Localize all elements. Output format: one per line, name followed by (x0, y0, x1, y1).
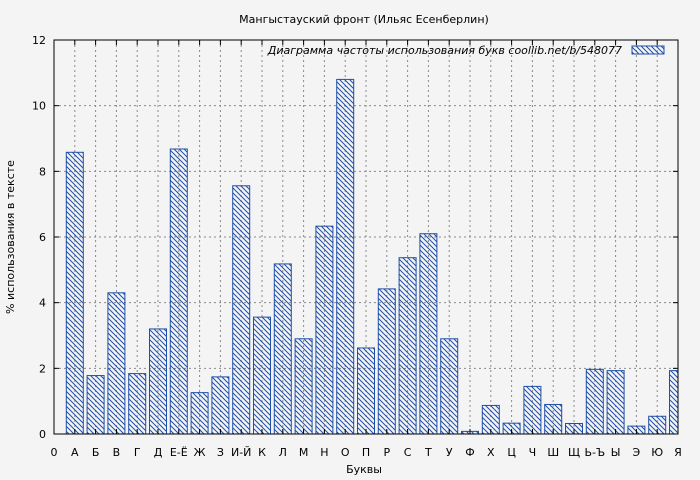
x-tick-label: Ж (194, 446, 206, 459)
x-tick-label: Л (279, 446, 287, 459)
bar (315, 225, 334, 435)
y-tick-label: 8 (39, 165, 46, 178)
x-tick-label: П (362, 446, 370, 459)
x-tick-label: Х (487, 446, 495, 459)
bar (377, 288, 396, 435)
legend: Диаграмма частоты использования букв coo… (267, 44, 665, 57)
y-tick-label: 12 (32, 34, 46, 47)
bar (440, 338, 459, 435)
bar (190, 392, 209, 435)
y-tick-label: 2 (39, 362, 46, 375)
bar (128, 373, 147, 435)
bar (419, 233, 438, 435)
bar (606, 370, 625, 435)
x-tick-label: З (217, 446, 224, 459)
bar (585, 368, 604, 435)
x-tick-label: А (71, 446, 79, 459)
x-tick-label: В (113, 446, 121, 459)
x-tick-label: Б (92, 446, 100, 459)
bar (357, 347, 375, 435)
bar (211, 376, 230, 435)
x-tick-label: И-Й (231, 446, 251, 459)
x-tick-label: Ф (465, 446, 474, 459)
bar (336, 78, 355, 435)
bar (149, 328, 167, 435)
x-axis-label: Буквы (346, 463, 382, 476)
y-tick-label: 0 (39, 428, 46, 441)
x-tick-label: 0 (51, 446, 58, 459)
x-tick-label: К (258, 446, 266, 459)
bar (294, 338, 313, 435)
x-tick-label: Г (134, 446, 141, 459)
x-tick-label: Ю (651, 446, 663, 459)
x-tick-label: Ч (529, 446, 537, 459)
bars (65, 78, 679, 435)
x-tick-label: Щ (568, 446, 580, 459)
bar (86, 375, 105, 435)
x-tick-label: Ы (611, 446, 621, 459)
bar (169, 148, 188, 435)
x-tick-label: Е-Ё (170, 446, 188, 459)
bar (253, 316, 271, 435)
x-tick-label: Р (383, 446, 390, 459)
x-tick-label: М (299, 446, 309, 459)
legend-label: Диаграмма частоты использования букв coo… (267, 44, 622, 57)
x-tick-label: С (404, 446, 412, 459)
x-tick-label: У (446, 446, 453, 459)
y-axis: 0 2 4 6 8 10 12 (32, 34, 678, 441)
x-tick-label: Ь-Ъ (584, 446, 605, 459)
y-axis-label: % использования в тексте (4, 160, 17, 314)
x-tick-label: Т (424, 446, 432, 459)
x-axis: 0 А Б В Г Д Е-Ё Ж З И-Й К Л М Н О П Р С Т У Ф Х Ц Ч Ш Щ Ь-Ъ Ы Э Ю Я (51, 40, 682, 459)
bar (523, 385, 542, 435)
chart-title: Мангыстауский фронт (Ильяс Есенберлин) (239, 13, 489, 26)
bar (65, 151, 84, 435)
bar (398, 257, 417, 435)
bar (669, 370, 679, 435)
x-tick-label: Н (320, 446, 328, 459)
y-tick-label: 6 (39, 231, 46, 244)
x-tick-label: Д (154, 446, 163, 459)
x-tick-label: Э (633, 446, 641, 459)
x-tick-label: Ш (547, 446, 559, 459)
x-tick-label: О (341, 446, 350, 459)
legend-swatch (631, 45, 665, 55)
bar (107, 292, 126, 435)
x-tick-label: Ц (507, 446, 516, 459)
bar (232, 185, 251, 435)
x-tick-label: Я (674, 446, 682, 459)
bar (273, 263, 292, 435)
y-tick-label: 10 (32, 100, 46, 113)
y-tick-label: 4 (39, 297, 46, 310)
